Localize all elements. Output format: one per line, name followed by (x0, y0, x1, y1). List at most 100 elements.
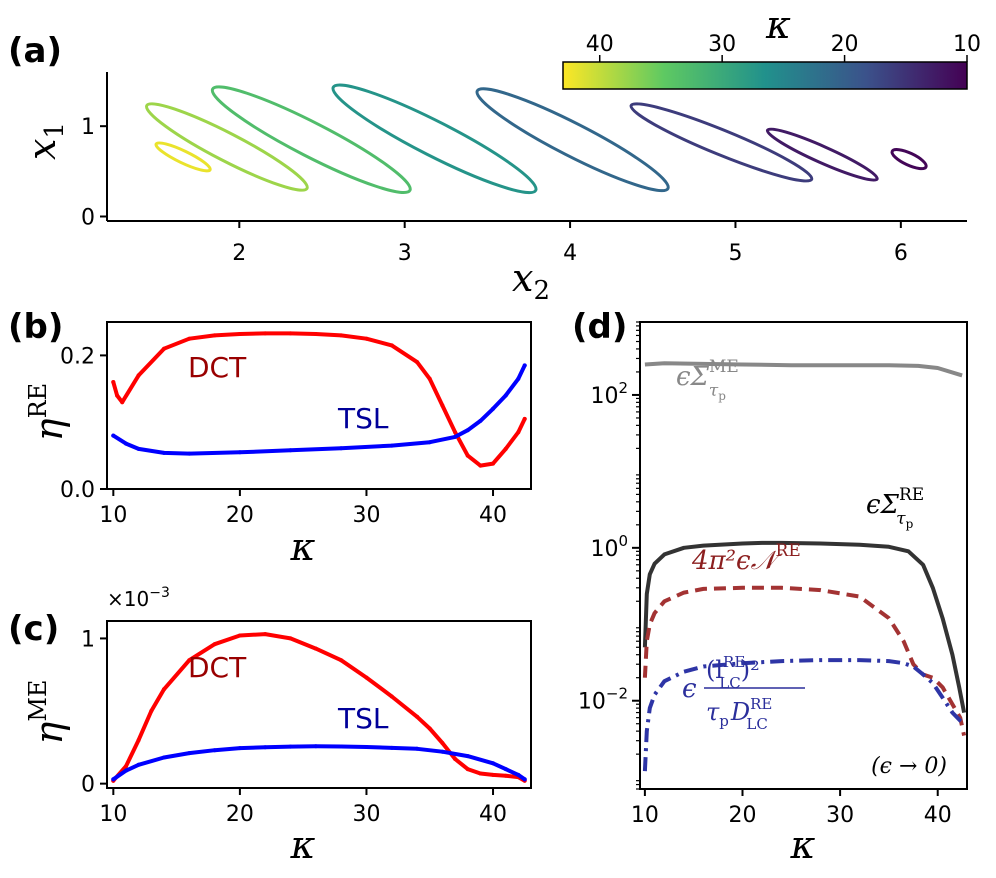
panel-c-xtick-label: 30 (352, 802, 380, 827)
panel-b-point-dct (364, 336, 369, 341)
contour-kappa-16 (629, 102, 814, 183)
panel-b-ticks: 10 20 30 40 0.0 0.2 (60, 344, 507, 528)
panel-b-point-tsl (427, 440, 432, 445)
panel-c-point-dct (313, 646, 318, 651)
panel-c-scale: ×10−3 (107, 585, 170, 611)
panel-b-ytick-label: 0.0 (60, 478, 95, 503)
panel-a-ylabel-sub: 1 (40, 122, 70, 139)
colorbar-ticks: 40 30 20 10 (586, 32, 981, 62)
svg-text:x2: x2 (512, 256, 550, 306)
panel-c-ylabel-main: η (27, 721, 71, 744)
panel-c-point-dct (149, 709, 154, 713)
panel-d-ytick-label: 10−2 (578, 685, 628, 715)
panel-d-xtick-label: 10 (631, 803, 659, 828)
panel-c-point-dct (263, 632, 268, 637)
contour-kappa-27 (331, 83, 538, 195)
panel-b-point-tsl (124, 441, 128, 446)
panel-c-xtick-label: 40 (479, 802, 507, 827)
series-frac (642, 658, 966, 772)
panel-c-point-tsl (124, 768, 128, 773)
panel-c-point-dct (503, 773, 508, 778)
contour-kappa-10.5 (890, 148, 928, 171)
panel-c-ytick-label: 1 (81, 627, 95, 652)
contour-kappa-33 (210, 85, 412, 195)
panel-c-point-tsl (415, 746, 420, 751)
panel-b-point-dct (339, 333, 344, 338)
panel-c-point-dct (478, 771, 483, 776)
panel-b-point-tsl (478, 418, 483, 423)
colorbar: 40 30 20 10 κ (562, 3, 981, 90)
panel-c-point-dct (440, 741, 445, 745)
panel-c-point-dct (187, 658, 192, 663)
panel-c-point-tsl (136, 762, 141, 767)
panel-b-point-dct (212, 333, 217, 338)
panel-a-xtick-label: 2 (232, 241, 246, 266)
panel-c-point-dct (339, 658, 344, 663)
series-n-re (642, 585, 967, 737)
panel-a-xlabel-main: x (512, 256, 533, 300)
panel-b-ylabel-main: η (27, 418, 71, 441)
panel-a-contours (145, 83, 928, 195)
panel-c-point-tsl (503, 767, 508, 772)
colorbar-gradient (562, 61, 968, 90)
panel-a-xtick-label: 6 (894, 241, 908, 266)
panel-b-ytick-label: 0.2 (60, 344, 95, 369)
panel-d-xtick-label: 40 (924, 803, 952, 828)
label-frac-eps: ϵ (682, 674, 697, 704)
panel-a: (a) 2 3 4 5 601 x2 x1 40 30 20 10 κ (8, 3, 981, 306)
panel-c-point-tsl (212, 748, 217, 753)
panel-b-point-tsl (522, 363, 527, 368)
panel-a-label: (a) (8, 31, 62, 71)
panel-b-point-tsl (516, 376, 521, 381)
panel-b-point-tsl (503, 393, 508, 398)
panel-b-tsl-label: TSL (337, 402, 389, 435)
panel-d-frame (639, 321, 968, 790)
panel-a-xtick-label: 5 (728, 241, 742, 266)
panel-b-point-tsl (389, 443, 394, 448)
panel-c-point-tsl (288, 744, 293, 749)
panel-d-ytick-label: 100 (590, 532, 628, 562)
panel-b-point-tsl (465, 428, 470, 433)
panel-d-ticks: 10 20 30 40 102 100 10−2 (578, 321, 952, 828)
series-sigma-re (642, 540, 967, 713)
contour-kappa-42 (154, 141, 212, 173)
panel-b-point-tsl (136, 446, 141, 451)
panel-a-ytick-label: 0 (81, 205, 95, 230)
panel-c-point-tsl (111, 777, 116, 782)
panel-b-point-tsl (339, 446, 344, 451)
panel-c: (c) 10 20 30 40 0 1 ×10−3 DCT TSL κ ηME (8, 585, 532, 867)
panel-b-point-tsl (237, 450, 242, 455)
panel-c-point-dct (162, 687, 166, 692)
panel-d: (d) 10 20 30 40 102 100 10−2 κ ϵΣME τp ϵΣRE τp 4… (572, 307, 968, 867)
panel-c-series-tsl (111, 744, 527, 782)
panel-c-point-dct (124, 764, 128, 769)
contour-kappa-38 (145, 102, 309, 192)
panel-a-xlabel: x2 (512, 256, 550, 306)
colorbar-tick-label: 20 (831, 32, 859, 57)
panel-a-ylabel: x1 (20, 122, 70, 160)
panel-d-xlabel: κ (790, 823, 816, 867)
label-sigma-me: ϵΣME τp (676, 357, 739, 403)
panel-c-point-tsl (313, 744, 318, 749)
panel-c-point-tsl (162, 755, 166, 760)
panel-c-point-dct (364, 675, 369, 680)
panel-c-point-dct (415, 714, 420, 719)
label-frac-num: (lRE LC)² (706, 653, 760, 692)
panel-d-series (642, 361, 967, 772)
series-sigma-me (644, 361, 963, 378)
colorbar-tick-label: 40 (586, 32, 614, 57)
panel-c-scale-base: ×10 (107, 587, 149, 611)
svg-text:ηRE: ηRE (24, 383, 71, 441)
panel-c-point-dct (491, 772, 495, 777)
panel-b-point-dct (522, 416, 527, 421)
panel-b-point-dct (111, 380, 116, 385)
panel-c-point-tsl (263, 745, 268, 750)
panel-b-point-tsl (187, 451, 192, 456)
panel-c-point-dct (465, 767, 470, 772)
panel-c-ticks: 10 20 30 40 0 1 (81, 627, 507, 827)
panel-b-ylabel-sup: RE (24, 383, 52, 419)
panel-b-point-tsl (162, 450, 166, 455)
panel-c-point-tsl (339, 744, 344, 749)
panel-b-point-dct (162, 346, 166, 351)
